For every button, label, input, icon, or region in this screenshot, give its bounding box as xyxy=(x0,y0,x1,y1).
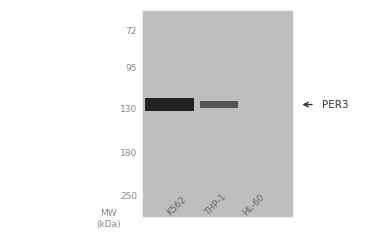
Text: 250: 250 xyxy=(120,192,137,201)
Text: 130: 130 xyxy=(120,105,137,114)
Text: HL-60: HL-60 xyxy=(241,193,266,218)
Text: 180: 180 xyxy=(120,148,137,158)
Text: K562: K562 xyxy=(165,195,188,218)
Text: 72: 72 xyxy=(126,27,137,36)
Bar xyxy=(143,11,292,216)
Text: 95: 95 xyxy=(126,64,137,72)
Bar xyxy=(145,98,194,111)
Bar xyxy=(200,101,238,108)
Text: THP-1: THP-1 xyxy=(203,193,228,218)
Text: MW
(kDa): MW (kDa) xyxy=(96,209,121,229)
Text: PER3: PER3 xyxy=(323,100,349,110)
